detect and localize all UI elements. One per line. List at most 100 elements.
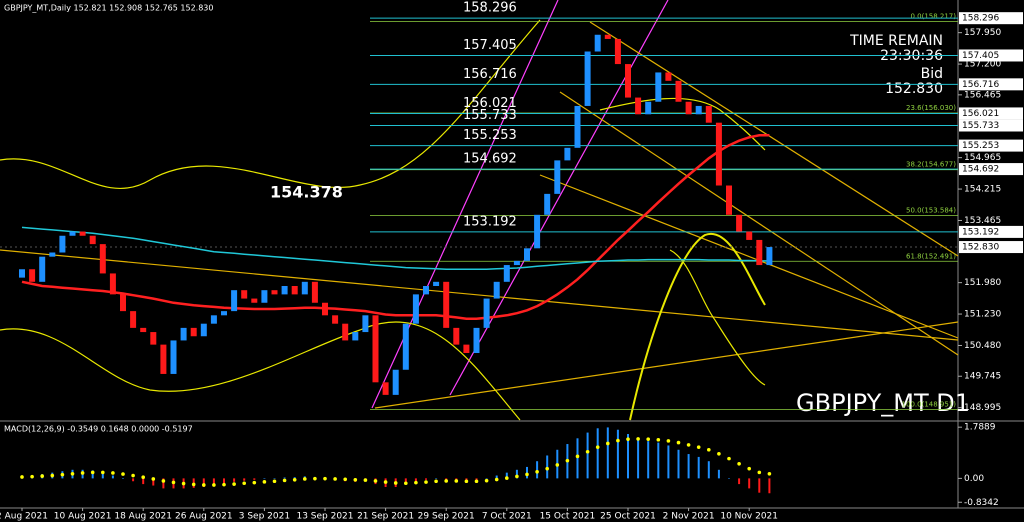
signal-dot [383,480,388,484]
x-tick-label: 13 Sep 2021 [296,512,353,522]
signal-dot [131,473,135,478]
signal-dot [414,480,418,485]
candle [423,286,429,295]
candle [544,193,551,215]
signal-dot [505,476,509,480]
candle [726,185,732,215]
x-tick-label: 18 Aug 2021 [114,512,172,522]
signal-dot [616,438,620,443]
fib-label: 61.8(152.491) [906,252,956,260]
signal-dot [434,479,438,484]
signal-dot [585,449,590,454]
fib-label: 23.6(156.030) [906,104,956,112]
signal-dot [171,480,176,485]
signal-dot [121,472,125,476]
signal-dot [181,481,186,486]
signal-dot [353,478,358,482]
trendline [0,249,959,341]
candle [200,323,207,337]
candle [392,369,399,395]
level-box [959,78,1023,91]
signal-dot [676,440,681,445]
y-tick-label: 148.995 [964,403,1001,413]
macd-bar [707,461,710,479]
macd-header: MACD(12,26,9) -0.3549 0.1648 0.0000 -0.5… [4,425,193,434]
bollinger-band [669,249,766,386]
signal-dot [252,480,257,485]
candle [372,315,379,383]
bid-label: Bid [921,66,943,82]
candle [19,269,25,278]
bid-value: 152.830 [885,81,943,97]
signal-dot [262,480,267,484]
macd-bar [253,478,256,480]
signal-dot [363,478,368,482]
candle [463,344,470,354]
level-box [959,225,1023,238]
signal-dot [686,443,691,447]
level-box [959,163,1023,176]
trendline [589,21,959,257]
level-box [959,119,1023,132]
candle [29,269,36,282]
candle [332,315,339,324]
signal-dot [424,480,428,484]
signal-dot [575,454,580,459]
candle [402,323,409,370]
candle [513,260,520,266]
candle [271,290,278,295]
candle [473,327,480,354]
y-tick-label: -0.8342 [964,498,999,508]
macd-bar [677,449,680,479]
x-tick-label: 25 Oct 2021 [600,512,656,522]
candle [705,105,712,123]
macd-bar [202,478,205,487]
moving-average [21,226,770,271]
macd-bar [515,469,518,479]
signal-dot [151,477,156,481]
macd-bar [536,461,539,479]
bid-axis-label: 152.830 [962,243,999,253]
level-box [959,107,1023,120]
level-label: 158.296 [463,1,517,16]
candle [140,327,147,333]
candle [412,294,419,324]
macd-bar [273,478,276,479]
macd-bar [243,478,246,481]
candle [69,231,76,236]
signal-dot [232,482,236,486]
chart-header: GBPJPY_MT,Daily 152.821 152.908 152.765 … [4,4,213,13]
macd-bar [657,442,660,479]
candle [362,315,369,333]
level-box [959,139,1023,152]
bollinger-band [0,321,521,421]
y-tick-label: 157.950 [964,28,1001,38]
signal-dot [101,470,105,475]
bid-box [959,241,1023,254]
candle [241,290,248,299]
level-axis-label: 154.692 [962,165,999,175]
level-box [959,12,1023,25]
x-tick-label: 10 Nov 2021 [720,512,778,522]
signal-dot [191,482,196,487]
candle [39,256,46,282]
candle [322,302,328,316]
signal-dot [141,475,145,480]
signal-dot [40,474,44,478]
signal-dot [393,481,398,485]
x-tick-label: 15 Oct 2021 [540,512,596,522]
bollinger-band [629,232,766,421]
macd-bar [445,478,448,480]
macd-bar [142,478,145,485]
candle [685,101,692,115]
macd-bar [667,445,670,479]
trendline [539,174,959,339]
signal-dot [60,472,65,477]
macd-bar [586,432,589,479]
signal-dot [707,447,711,452]
x-tick-label: 21 Sep 2021 [357,512,414,522]
signal-dot [222,482,226,487]
y-tick-label: 157.200 [964,60,1001,70]
candle [493,281,500,299]
